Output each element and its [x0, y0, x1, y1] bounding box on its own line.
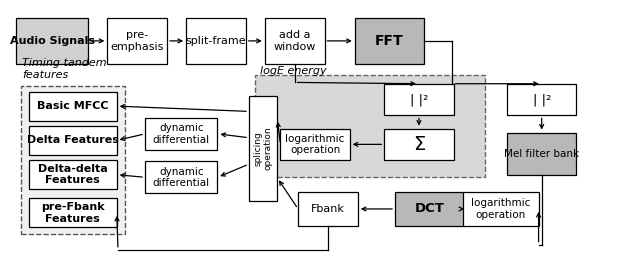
Bar: [507, 84, 577, 115]
Bar: [385, 129, 454, 160]
Text: logE energy: logE energy: [260, 66, 327, 76]
Text: | |²: | |²: [532, 93, 551, 106]
Bar: [29, 126, 116, 155]
Text: split-frame: split-frame: [186, 36, 246, 46]
Text: Timing tandem
features: Timing tandem features: [22, 58, 107, 80]
Text: Fbank: Fbank: [311, 204, 345, 214]
Text: Basic MFCC: Basic MFCC: [37, 101, 108, 111]
Text: dynamic
differential: dynamic differential: [153, 123, 210, 145]
Bar: [21, 86, 125, 234]
Bar: [145, 118, 218, 150]
Text: | |²: | |²: [410, 93, 428, 106]
Bar: [249, 96, 277, 201]
Bar: [507, 132, 577, 175]
Bar: [280, 129, 349, 160]
Text: logarithmic
operation: logarithmic operation: [285, 134, 345, 155]
Bar: [385, 84, 454, 115]
Text: DCT: DCT: [415, 202, 445, 215]
Bar: [29, 198, 116, 227]
Bar: [298, 192, 358, 226]
Bar: [29, 160, 116, 189]
Text: splicing
operation: splicing operation: [253, 126, 273, 170]
Text: Delta Features: Delta Features: [27, 135, 118, 145]
Text: logarithmic
operation: logarithmic operation: [471, 198, 531, 220]
Bar: [265, 18, 324, 64]
Text: add a
window: add a window: [273, 30, 316, 52]
Bar: [16, 18, 88, 64]
Text: pre-
emphasis: pre- emphasis: [111, 30, 164, 52]
Bar: [355, 18, 424, 64]
Text: FFT: FFT: [375, 34, 404, 48]
Bar: [108, 18, 167, 64]
Bar: [255, 74, 485, 177]
Bar: [463, 192, 539, 226]
Bar: [145, 161, 218, 193]
Bar: [186, 18, 246, 64]
Bar: [29, 92, 116, 121]
Text: Audio Signals: Audio Signals: [10, 36, 95, 46]
Bar: [395, 192, 464, 226]
Text: pre-Fbank
Features: pre-Fbank Features: [41, 202, 104, 224]
Text: Mel filter bank: Mel filter bank: [504, 149, 579, 158]
Text: Delta-delta
Features: Delta-delta Features: [38, 164, 108, 186]
Text: Σ: Σ: [413, 135, 425, 154]
Text: dynamic
differential: dynamic differential: [153, 166, 210, 188]
